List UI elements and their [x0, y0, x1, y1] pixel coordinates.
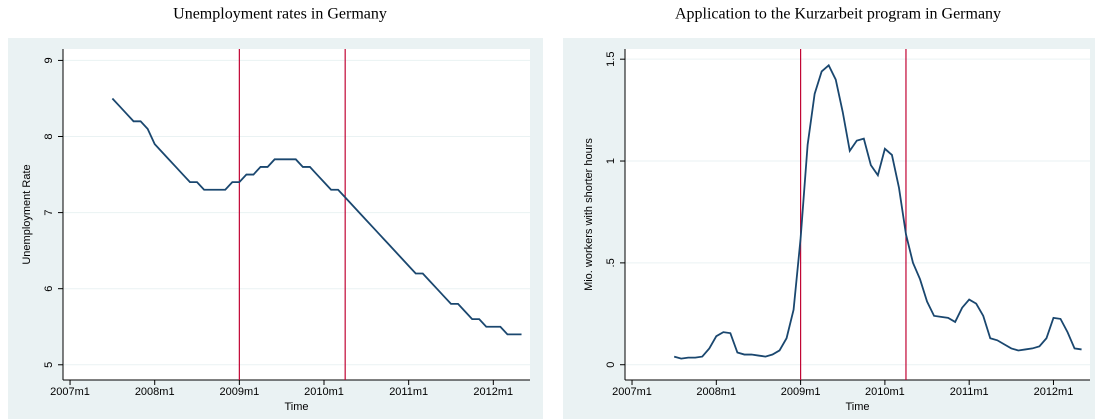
data-line: [673, 63, 1082, 360]
y-axis-label: Unemployment Rate: [21, 164, 33, 264]
y-tick-label: .5: [605, 258, 617, 267]
y-tick-label: 1.5: [605, 52, 617, 67]
x-tick-label: 2011m1: [950, 386, 989, 398]
x-tick-label: 2007m1: [50, 386, 90, 398]
y-tick-label: 9: [43, 57, 55, 63]
x-axis-label: Time: [845, 401, 869, 413]
x-tick-label: 2009m1: [219, 386, 259, 398]
x-tick-label: 2011m1: [389, 386, 428, 398]
x-tick-label: 2008m1: [696, 386, 736, 398]
x-tick-label: 2010m1: [865, 386, 905, 398]
x-tick-label: 2012m1: [473, 386, 513, 398]
y-tick-label: 8: [43, 133, 55, 139]
plot-area: [625, 49, 1090, 380]
y-tick-label: 5: [43, 362, 55, 368]
y-tick-label: 1: [605, 158, 617, 164]
x-tick-label: 2009m1: [781, 386, 821, 398]
data-line: [111, 97, 522, 336]
y-tick-label: 0: [605, 362, 617, 368]
y-axis-label: Mio. workers with shorter hours: [583, 138, 595, 291]
chart-title: Application to the Kurzarbeit program in…: [675, 6, 1001, 23]
plot-area: [63, 49, 530, 380]
chart-title: Unemployment rates in Germany: [173, 6, 387, 23]
y-tick-label: 7: [43, 210, 55, 216]
x-axis-label: Time: [284, 401, 308, 413]
y-tick-label: 6: [43, 286, 55, 292]
x-tick-label: 2008m1: [135, 386, 175, 398]
x-tick-label: 2010m1: [304, 386, 344, 398]
x-tick-label: 2012m1: [1034, 386, 1074, 398]
x-tick-label: 2007m1: [612, 386, 652, 398]
